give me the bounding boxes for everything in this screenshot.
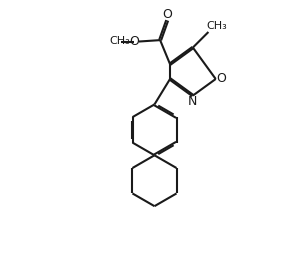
Text: O: O (162, 8, 172, 21)
Text: CH₃: CH₃ (206, 21, 227, 31)
Text: N: N (188, 95, 198, 108)
Text: CH₃: CH₃ (110, 36, 131, 46)
Text: O: O (129, 35, 139, 48)
Text: O: O (216, 73, 226, 85)
